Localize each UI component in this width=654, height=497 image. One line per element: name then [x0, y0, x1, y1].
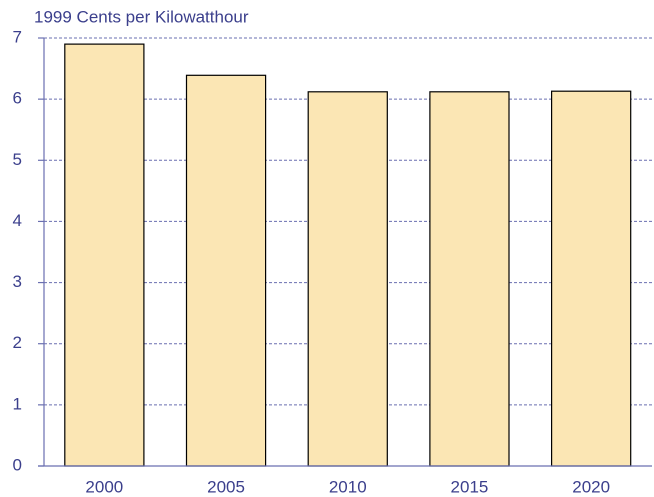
bar [185, 74, 267, 467]
x-tick-label: 2020 [572, 477, 610, 496]
y-tick-label: 2 [13, 333, 22, 352]
y-tick-label: 4 [13, 211, 22, 230]
y-tick-label: 7 [13, 27, 22, 46]
x-tick-label: 2015 [451, 477, 489, 496]
y-tick-label: 1 [13, 394, 22, 413]
bar [550, 90, 632, 467]
bar [429, 91, 510, 467]
x-tick-label: 2005 [207, 477, 245, 496]
y-tick-label: 5 [13, 150, 22, 169]
bar [64, 43, 145, 467]
y-axis-label: 1999 Cents per Kilowatthour [34, 7, 249, 26]
x-tick-label: 2000 [85, 477, 123, 496]
bar [307, 91, 388, 467]
y-tick-label: 6 [13, 89, 22, 108]
x-tick-label: 2010 [329, 477, 367, 496]
y-tick-label: 0 [13, 455, 22, 474]
y-tick-label: 3 [13, 272, 22, 291]
